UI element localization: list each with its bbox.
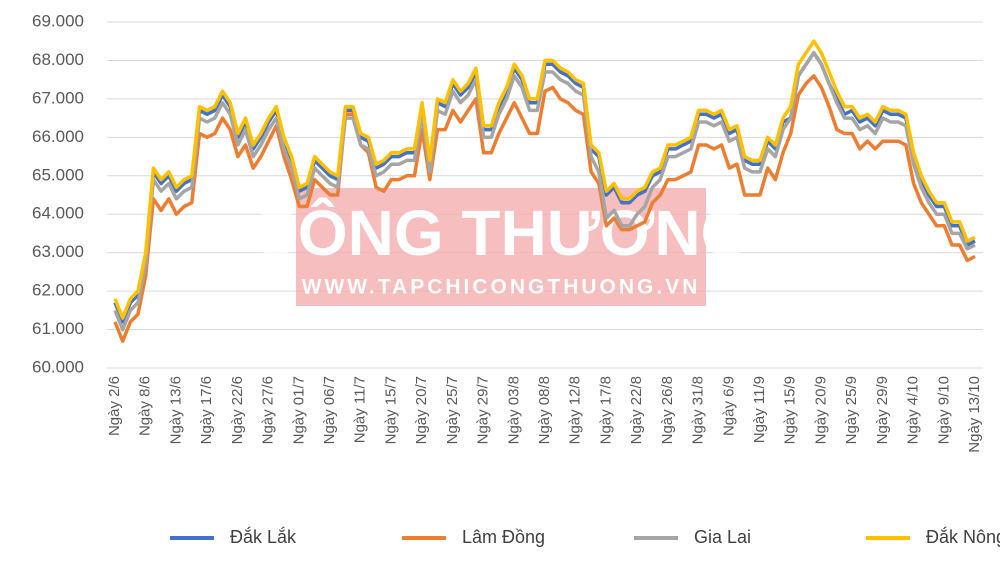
y-tick-label: 68.000: [32, 50, 84, 69]
x-tick-label: Ngày 25/7: [444, 376, 461, 444]
x-tick-label: Ngày 6/9: [720, 376, 737, 436]
x-tick-label: Ngày 2/6: [106, 376, 123, 436]
watermark-box: [296, 188, 706, 306]
legend-label: Lâm Đồng: [462, 527, 545, 547]
watermark-url: WWW.TAPCHICONGTHUONG.VN: [302, 276, 701, 299]
x-tick-label: Ngày 27/6: [260, 376, 277, 444]
x-tick-label: Ngày 15/7: [382, 376, 399, 444]
legend-label: Gia Lai: [694, 527, 751, 547]
line-series: [113, 51, 976, 332]
y-tick-label: 61.000: [32, 319, 84, 338]
x-tick-label: Ngày 26/8: [659, 376, 676, 444]
x-tick-label: Ngày 17/8: [597, 376, 614, 444]
x-tick-label: Ngày 13/6: [167, 376, 184, 444]
y-tick-label: 63.000: [32, 242, 84, 261]
legend-label: Đắk Lắk: [230, 526, 297, 547]
x-tick-label: Ngày 22/6: [229, 376, 246, 444]
x-tick-label: Ngày 08/8: [536, 376, 553, 444]
x-tick-label: Ngày 11/7: [352, 376, 369, 443]
x-tick-label: Ngày 15/9: [782, 376, 799, 444]
x-tick-label: Ngày 01/7: [290, 376, 307, 444]
y-tick-label: 69.000: [32, 11, 84, 30]
x-tick-label: Ngày 13/10: [966, 376, 983, 453]
y-tick-label: 65.000: [32, 165, 84, 184]
x-tick-label: Ngày 29/7: [475, 376, 492, 444]
x-tick-label: Ngày 06/7: [321, 376, 338, 444]
y-tick-label: 66.000: [32, 127, 84, 146]
y-tick-label: 62.000: [32, 281, 84, 300]
y-tick-label: 60.000: [32, 357, 84, 376]
y-tick-label: 67.000: [32, 88, 84, 107]
x-tick-label: Ngày 25/9: [843, 376, 860, 444]
x-tick-label: Ngày 03/8: [505, 376, 522, 444]
x-tick-label: Ngày 4/10: [905, 376, 922, 444]
line-series: [113, 74, 976, 343]
y-tick-label: 64.000: [32, 204, 84, 223]
x-tick-label: Ngày 22/8: [628, 376, 645, 444]
x-tick-label: Ngày 12/8: [567, 376, 584, 444]
x-tick-label: Ngày 20/9: [812, 376, 829, 444]
x-tick-label: Ngày 29/9: [874, 376, 891, 444]
watermark: CÔNG THƯƠNG WWW.TAPCHICONGTHUONG.VN: [252, 188, 751, 306]
x-tick-label: Ngày 31/8: [690, 376, 707, 444]
watermark-title: CÔNG THƯƠNG: [252, 196, 751, 269]
x-tick-label: Ngày 8/6: [137, 376, 154, 436]
x-tick-label: Ngày 17/6: [198, 376, 215, 444]
x-tick-label: Ngày 9/10: [935, 376, 952, 444]
line-series: [113, 39, 976, 320]
x-tick-label: Ngày 20/7: [413, 376, 430, 444]
x-tick-label: Ngày 11/9: [751, 376, 768, 443]
legend-label: Đắk Nông: [926, 526, 1000, 547]
